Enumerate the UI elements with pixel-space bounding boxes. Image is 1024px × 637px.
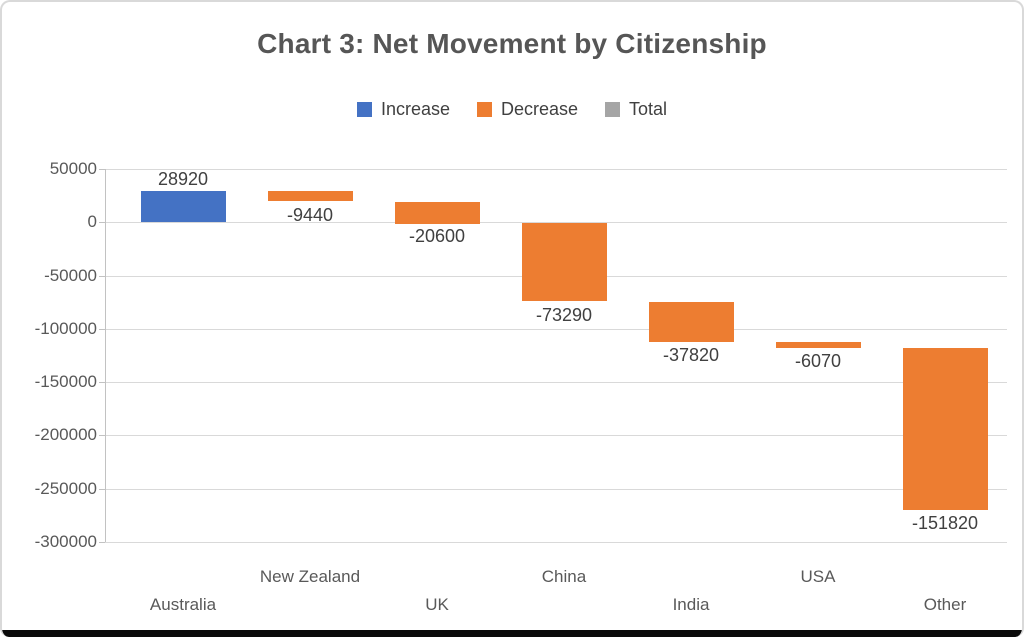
gridline — [105, 435, 1007, 436]
y-axis-tick — [99, 542, 105, 543]
bar-other — [903, 348, 988, 510]
x-axis-label-india: India — [672, 595, 710, 614]
y-axis-label: -100000 — [34, 319, 97, 338]
gridline — [105, 489, 1007, 490]
gridline — [105, 222, 1007, 223]
x-axis-label-new-zealand: New Zealand — [259, 567, 361, 586]
bar-china — [522, 223, 607, 301]
bar-value-label: 28920 — [157, 169, 209, 189]
bar-value-label: -6070 — [794, 351, 842, 371]
bar-usa — [776, 342, 861, 348]
y-axis-tick — [99, 329, 105, 330]
y-axis-tick — [99, 382, 105, 383]
bar-value-label: -9440 — [286, 205, 334, 225]
x-axis-label-australia: Australia — [149, 595, 217, 614]
y-axis-label: -200000 — [34, 425, 97, 444]
bar-value-label: -37820 — [662, 345, 720, 365]
y-axis-label: -300000 — [34, 532, 97, 551]
legend-swatch-decrease-icon — [476, 101, 492, 117]
bar-value-label: -73290 — [535, 305, 593, 325]
gridline — [105, 329, 1007, 330]
chart-title: Chart 3: Net Movement by Citizenship — [257, 28, 767, 59]
x-axis-label-usa: USA — [800, 567, 836, 586]
x-axis-label-other: Other — [923, 595, 967, 614]
legend-item-total: Total — [605, 100, 667, 118]
y-axis-tick — [99, 489, 105, 490]
bar-australia — [141, 191, 226, 222]
bar-value-label: -20600 — [408, 226, 466, 246]
screenshot-bottom-edge — [2, 630, 1022, 637]
y-axis-tick — [99, 435, 105, 436]
legend-label: Decrease — [500, 99, 579, 119]
legend-swatch-increase-icon — [356, 101, 372, 117]
y-axis-tick — [99, 276, 105, 277]
legend-item-decrease: Decrease — [476, 99, 579, 119]
legend-label: Increase — [380, 99, 450, 119]
y-axis-line — [105, 169, 106, 542]
bar-new-zealand — [268, 191, 353, 201]
legend-swatch-total-icon — [605, 101, 621, 117]
y-axis-label: -250000 — [34, 479, 97, 498]
x-axis-label-uk: UK — [425, 595, 449, 614]
legend: Increase Decrease Total — [2, 100, 1022, 118]
bar-india — [649, 302, 734, 342]
legend-label: Total — [629, 99, 668, 119]
y-axis-label: 0 — [87, 212, 97, 231]
y-axis-tick — [99, 222, 105, 223]
y-axis-label: -150000 — [34, 372, 97, 391]
y-axis-label: 50000 — [49, 159, 97, 178]
gridline — [105, 542, 1007, 543]
bar-value-label: -151820 — [911, 513, 979, 533]
bar-uk — [395, 202, 480, 224]
x-axis-label-china: China — [541, 567, 587, 586]
y-axis-tick — [99, 169, 105, 170]
gridline — [105, 169, 1007, 170]
legend-item-increase: Increase — [356, 99, 450, 119]
y-axis-label: -50000 — [44, 266, 97, 285]
gridline — [105, 382, 1007, 383]
